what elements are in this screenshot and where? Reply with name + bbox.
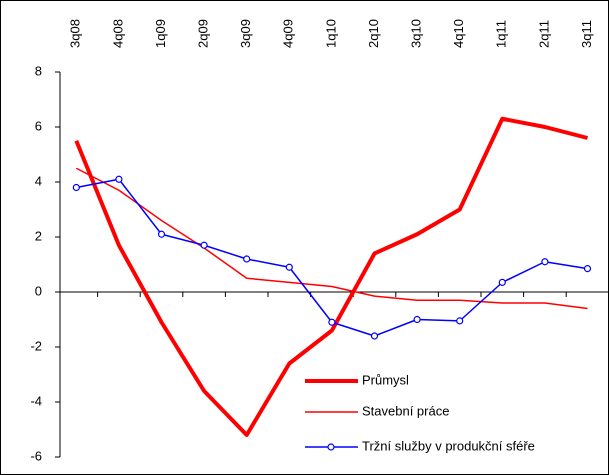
- y-tick-label: 0: [35, 283, 42, 298]
- point: [157, 230, 166, 238]
- x-tick-label: 2q10: [366, 19, 381, 48]
- point: [413, 315, 421, 324]
- x-tick-label: 1q10: [323, 19, 338, 48]
- point: [285, 263, 293, 271]
- y-tick-label: 4: [35, 173, 42, 188]
- point: [456, 317, 464, 325]
- point: [243, 255, 251, 263]
- x-tick-label: 4q08: [110, 19, 125, 48]
- legend-label: Stavební práce: [362, 403, 449, 418]
- x-tick-label: 3q10: [409, 19, 424, 48]
- x-tick-label: 2q09: [196, 19, 211, 48]
- point: [498, 278, 506, 286]
- y-tick-label: 2: [35, 228, 42, 243]
- point: [328, 318, 336, 326]
- legend-marker: [327, 443, 335, 451]
- x-tick-label: 3q08: [68, 19, 83, 48]
- point: [541, 258, 549, 266]
- x-tick-label: 2q11: [536, 20, 551, 48]
- y-tick-label: 8: [35, 63, 42, 78]
- x-tick-label: 4q09: [281, 19, 296, 48]
- y-tick-label: 6: [35, 118, 42, 133]
- y-tick-label: -4: [30, 393, 42, 408]
- x-tick-label: 3q09: [238, 19, 253, 48]
- legend-label: Tržní služby v produkční sféře: [362, 438, 535, 453]
- point: [370, 332, 379, 340]
- x-tick-label: 1q11: [494, 20, 509, 48]
- y-tick-label: -2: [30, 338, 42, 353]
- point: [583, 265, 592, 273]
- series-line: [74, 116, 589, 437]
- point: [72, 183, 80, 192]
- y-tick-label: -6: [30, 448, 42, 463]
- point: [200, 241, 208, 249]
- x-tick-label: 1q09: [153, 19, 168, 48]
- legend-label: Průmysl: [362, 372, 409, 387]
- x-tick-label: 4q10: [451, 19, 466, 48]
- x-tick-label: 3q11: [579, 20, 594, 48]
- point: [115, 175, 123, 183]
- series-line: [75, 167, 588, 310]
